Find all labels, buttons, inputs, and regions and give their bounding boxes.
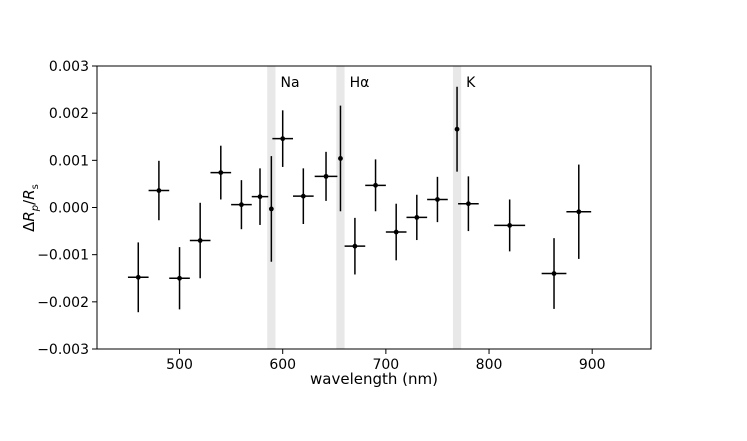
band-labels-layer: Na Hα K: [280, 75, 476, 91]
y-tick-label-0: −0.003: [37, 342, 89, 358]
y-tick-label-4: 0.001: [49, 153, 89, 169]
x-tick-label-1: 600: [269, 357, 296, 373]
band-label-2: K: [466, 75, 476, 91]
band-2: [452, 66, 462, 349]
data-point-8: [272, 110, 294, 167]
marker-13: [373, 182, 378, 188]
data-point-5: [231, 180, 252, 230]
x-tick-label-4: 900: [579, 357, 606, 373]
marker-18: [465, 201, 471, 207]
data-point-11: [338, 105, 343, 212]
y-tick-label-1: −0.002: [37, 295, 89, 311]
marker-16: [435, 197, 440, 202]
points-layer: [127, 86, 592, 313]
x-axis-label: wavelength (nm): [310, 370, 438, 388]
marker-19: [507, 223, 513, 228]
data-point-12: [344, 217, 366, 275]
y-axis: −0.003 −0.002 −0.001 0.000 0.001 0.002 0.003: [37, 59, 97, 358]
marker-9: [300, 193, 306, 199]
marker-6: [257, 194, 263, 200]
marker-5: [239, 202, 244, 208]
marker-7: [268, 206, 274, 212]
marker-2: [177, 275, 182, 281]
y-axis-label: ΔRp/Rs: [20, 184, 41, 232]
marker-0: [135, 274, 141, 280]
marker-14: [393, 229, 399, 235]
x-tick-label-0: 500: [166, 357, 193, 373]
bands-layer: [267, 66, 462, 349]
data-point-6: [251, 168, 269, 225]
data-point-15: [406, 194, 428, 241]
marker-10: [323, 173, 329, 179]
marker-8: [280, 136, 286, 142]
data-point-2: [169, 247, 190, 310]
y-tick-label-3: 0.000: [49, 201, 89, 217]
data-point-10: [314, 151, 338, 201]
y-tick-label-6: 0.003: [49, 59, 89, 75]
marker-17: [454, 126, 460, 132]
marker-3: [197, 238, 203, 243]
marker-1: [156, 188, 162, 193]
marker-12: [352, 243, 358, 249]
band-label-1: Hα: [350, 75, 370, 91]
data-point-0: [127, 242, 149, 313]
y-tick-label-2: −0.001: [37, 248, 89, 264]
x-axis: 500 600 700 800 900: [166, 349, 606, 373]
marker-11: [338, 156, 343, 161]
data-point-4: [210, 145, 232, 200]
data-point-1: [148, 160, 170, 221]
data-point-14: [385, 203, 407, 261]
band-label-0: Na: [280, 75, 299, 91]
data-point-20: [541, 238, 567, 309]
x-tick-label-2: 700: [372, 357, 399, 373]
marker-15: [414, 215, 420, 220]
x-tick-label-3: 800: [476, 357, 503, 373]
y-tick-label-5: 0.002: [49, 106, 89, 122]
data-point-21: [566, 164, 592, 259]
data-point-19: [494, 199, 526, 252]
marker-20: [551, 271, 557, 276]
marker-21: [576, 209, 582, 215]
data-point-13: [365, 159, 386, 212]
data-point-18: [458, 176, 479, 232]
data-point-3: [189, 202, 211, 279]
data-point-16: [427, 176, 448, 223]
marker-4: [218, 170, 224, 175]
data-point-7: [268, 156, 274, 262]
data-point-17: [454, 86, 460, 172]
data-point-9: [293, 168, 314, 225]
